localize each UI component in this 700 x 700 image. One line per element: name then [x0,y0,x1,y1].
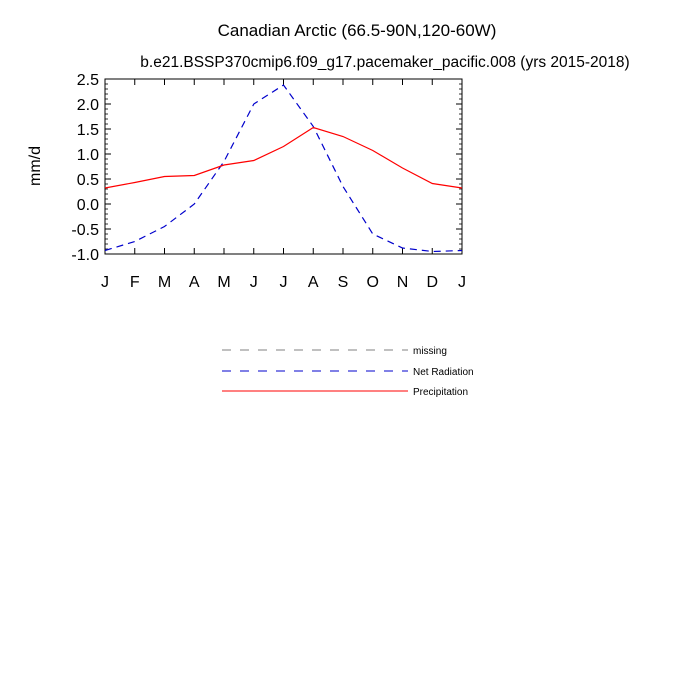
legend-label: Net Radiation [413,367,474,378]
x-tick-label: A [308,274,319,291]
y-tick-label: 2.5 [77,72,99,89]
y-axis-label: mm/d [27,146,44,186]
x-tick-label: J [250,274,258,291]
plot-area [104,78,463,255]
chart-title: Canadian Arctic (66.5-90N,120-60W) [218,21,497,40]
x-tick-label: J [458,274,466,291]
x-tick-label: O [367,274,379,291]
series-line-net-radiation [104,84,463,253]
series-line-precipitation [104,126,463,189]
x-tick-label: J [280,274,288,291]
series-group [104,84,463,253]
legend-label: missing [413,346,447,357]
y-tick-label: -1.0 [71,247,99,264]
x-tick-label: D [426,274,438,291]
y-tick-label: -0.5 [71,222,99,239]
legend-label: Precipitation [413,387,468,398]
y-axis: -1.0 -0.5 0.0 0.5 1.0 1.5 2.0 2.5 [71,72,462,264]
x-tick-label: M [217,274,230,291]
plot-frame [104,78,463,255]
legend: missing Net Radiation Precipitation [222,346,474,398]
y-tick-label: 1.0 [77,147,99,164]
chart-subtitle: b.e21.BSSP370cmip6.f09_g17.pacemaker_pac… [140,54,629,71]
y-tick-label: 0.0 [77,197,99,214]
x-tick-label: A [189,274,200,291]
x-tick-label: J [101,274,109,291]
x-tick-label: F [130,274,140,291]
y-tick-label: 0.5 [77,172,99,189]
y-tick-label: 1.5 [77,122,99,139]
x-tick-label: N [397,274,409,291]
x-tick-label: S [338,274,349,291]
y-tick-label: 2.0 [77,97,99,114]
x-tick-label: M [158,274,171,291]
